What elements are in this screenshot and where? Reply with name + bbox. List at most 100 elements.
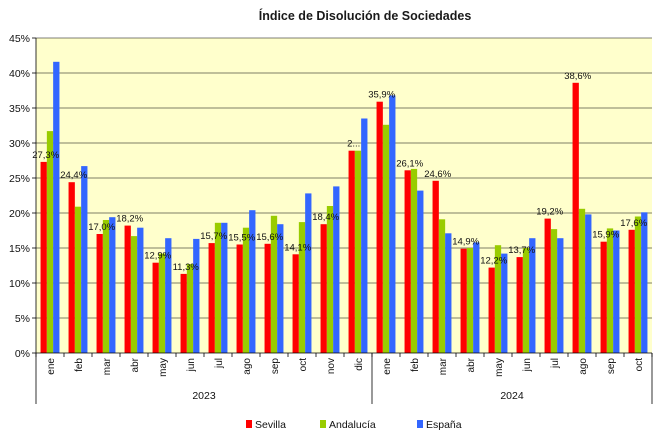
bar-sevilla — [460, 248, 467, 353]
bar-andaluca — [466, 248, 474, 353]
bar-andaluca — [158, 253, 166, 353]
bar-sevilla — [544, 218, 551, 353]
bar-sevilla — [376, 101, 383, 353]
bar-espaa — [333, 186, 340, 353]
bar-espaa — [417, 190, 424, 353]
bar-espaa — [445, 233, 452, 353]
bar-andaluca — [214, 222, 222, 353]
bar-espaa — [641, 212, 648, 353]
x-category-label: feb — [74, 358, 85, 372]
x-category-label: jun — [522, 358, 533, 372]
x-group-label: 2024 — [500, 390, 524, 402]
bar-espaa — [613, 230, 620, 353]
bar-espaa — [53, 61, 60, 354]
bar-espaa — [557, 238, 564, 353]
bar-andaluca — [578, 208, 586, 353]
bar-espaa — [221, 222, 228, 353]
data-label: 14,1% — [284, 242, 311, 253]
bar-andaluca — [270, 215, 278, 353]
data-label: 27,3% — [32, 150, 59, 161]
data-label: 13,7% — [508, 245, 535, 256]
bar-andaluca — [522, 248, 530, 353]
legend-swatch — [246, 420, 252, 428]
bar-sevilla — [40, 161, 47, 353]
data-label: 15,6% — [256, 232, 283, 243]
bar-espaa — [585, 214, 592, 353]
data-label: 15,5% — [228, 233, 255, 244]
bar-andaluca — [130, 236, 138, 353]
bar-andaluca — [298, 222, 306, 353]
bar-sevilla — [572, 82, 579, 354]
y-tick-label: 35% — [9, 103, 30, 115]
bar-andaluca — [550, 229, 558, 353]
bar-sevilla — [264, 243, 271, 353]
bar-espaa — [361, 118, 368, 353]
legend-label: España — [426, 419, 462, 431]
x-category-label: jun — [186, 358, 197, 372]
y-tick-label: 40% — [9, 68, 30, 80]
bar-sevilla — [404, 170, 411, 353]
y-tick-label: 0% — [15, 348, 30, 360]
x-category-label: feb — [410, 358, 421, 372]
x-category-label: jul — [214, 358, 225, 369]
data-label: 2... — [347, 139, 360, 150]
x-category-label: mar — [102, 357, 113, 375]
data-label: 11,3% — [173, 262, 200, 273]
bar-espaa — [277, 224, 284, 353]
legend: Sevilla Andalucía España — [246, 419, 462, 431]
bar-andaluca — [606, 228, 614, 353]
bar-espaa — [305, 193, 312, 353]
bar-andaluca — [354, 150, 362, 353]
bar-andaluca — [410, 168, 418, 353]
y-tick-label: 45% — [9, 33, 30, 45]
bar-andaluca — [74, 206, 82, 353]
x-category-label: may — [158, 358, 169, 377]
chart-title: Índice de Disolución de Sociedades — [259, 8, 472, 23]
bar-sevilla — [348, 150, 355, 353]
bar-andaluca — [438, 219, 446, 353]
x-group-label: 2023 — [192, 390, 216, 402]
x-category-label: sep — [270, 358, 281, 375]
bar-sevilla — [320, 224, 327, 353]
bar-sevilla — [96, 234, 103, 353]
data-label: 24,4% — [60, 170, 87, 181]
bar-espaa — [81, 166, 88, 353]
y-tick-label: 30% — [9, 138, 30, 150]
x-category-label: mar — [438, 357, 449, 375]
bar-espaa — [529, 238, 536, 353]
bar-espaa — [501, 253, 508, 353]
x-category-label: ene — [46, 358, 57, 375]
data-label: 17,0% — [88, 222, 115, 233]
y-tick-label: 15% — [9, 243, 30, 255]
x-category-label: may — [494, 358, 505, 377]
bar-sevilla — [628, 229, 635, 353]
bar-sevilla — [292, 254, 299, 353]
x-category-label: jul — [550, 358, 561, 369]
data-label: 15,9% — [592, 230, 619, 241]
legend-label: Andalucía — [329, 419, 376, 431]
legend-label: Sevilla — [255, 419, 286, 431]
data-label: 35,9% — [368, 90, 395, 101]
bar-sevilla — [180, 273, 187, 353]
bar-andaluca — [494, 245, 502, 353]
x-category-label: ago — [242, 358, 253, 375]
data-label: 15,7% — [200, 231, 227, 242]
x-category-label: ene — [382, 358, 393, 375]
x-category-label: abr — [466, 357, 477, 372]
bar-andaluca — [46, 131, 54, 353]
bar-sevilla — [124, 225, 131, 353]
legend-swatch — [320, 420, 326, 428]
bar-espaa — [109, 217, 116, 353]
y-tick-label: 20% — [9, 208, 30, 220]
bar-sevilla — [208, 243, 215, 353]
bar-sevilla — [432, 180, 439, 353]
bar-espaa — [165, 238, 172, 353]
bar-andaluca — [186, 264, 194, 353]
x-category-label: nov — [326, 358, 337, 374]
data-label: 38,6% — [564, 71, 591, 82]
bar-andaluca — [382, 124, 390, 353]
x-category-label: dic — [354, 358, 365, 371]
y-tick-label: 10% — [9, 278, 30, 290]
bar-espaa — [137, 227, 144, 353]
